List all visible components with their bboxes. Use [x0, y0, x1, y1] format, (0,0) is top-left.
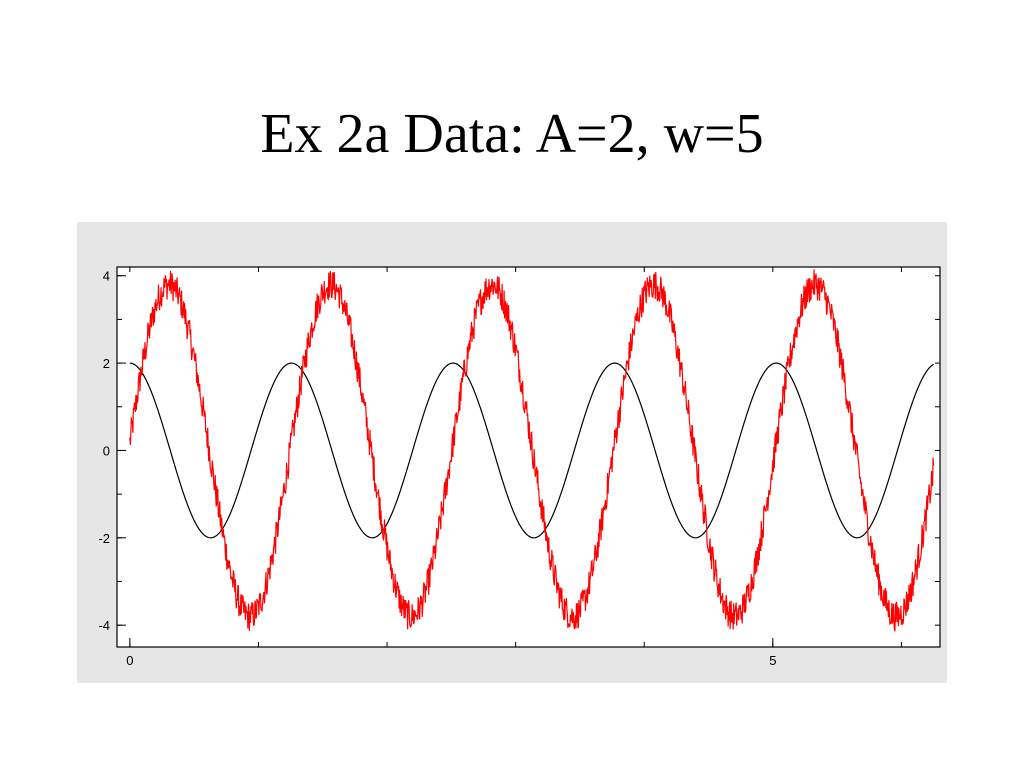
- y-tick-label: -2: [98, 531, 110, 546]
- x-tick-label: 5: [769, 653, 776, 668]
- y-tick-label: -4: [98, 618, 110, 633]
- plot-area: [116, 266, 941, 648]
- series-line-noisy: [129, 269, 935, 632]
- x-tick-label: 0: [126, 653, 133, 668]
- sine-chart: 0 5 4 2 0 -2 -4: [98, 266, 941, 668]
- y-tick-label: 0: [103, 443, 110, 458]
- chart-panel: 0 5 4 2 0 -2 -4: [77, 222, 947, 683]
- series-line-cos: [129, 362, 934, 539]
- y-tick-label: 2: [103, 356, 110, 371]
- slide-title: Ex 2a Data: A=2, w=5: [260, 103, 764, 165]
- y-tick-label: 4: [103, 269, 110, 284]
